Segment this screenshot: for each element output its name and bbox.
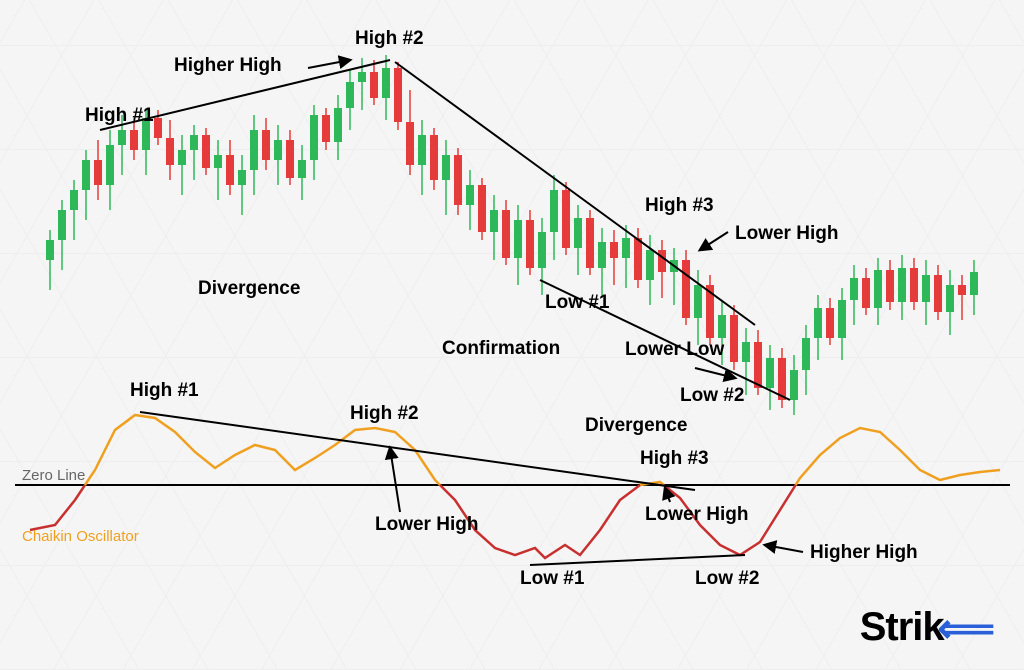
label-lower-high: Lower High (735, 223, 838, 245)
label-low-2: Low #2 (680, 385, 744, 407)
label-zero-line: Zero Line (22, 467, 85, 484)
logo-text-k: k (922, 605, 943, 650)
label-high-3: High #3 (645, 195, 714, 217)
label-osc-lower_high-2: Lower High (645, 505, 748, 526)
brand-logo: Strik⟸ (860, 605, 994, 652)
chart-canvas (0, 0, 1024, 670)
label-lower-low: Lower Low (625, 340, 724, 361)
label-higher-high: Higher High (174, 55, 282, 77)
label-osc-high-3: High #3 (640, 448, 709, 470)
label-divergence-top: Divergence (198, 278, 300, 300)
label-high-1: High #1 (85, 105, 154, 127)
label-osc-low-1: Low #1 (520, 568, 584, 590)
label-high-2: High #2 (355, 28, 424, 50)
label-low-1: Low #1 (545, 292, 609, 314)
label-osc-high-1: High #1 (130, 380, 199, 402)
label-osc-higher-high: Higher High (810, 542, 918, 564)
oscillator-positive-line (85, 415, 1000, 485)
label-divergence-bottom: Divergence (585, 415, 687, 437)
label-chaikin: Chaikin Oscillator (22, 528, 139, 545)
label-osc-high-2: High #2 (350, 403, 419, 425)
logo-text-part: Stri (860, 605, 923, 649)
label-osc-lower-high-1: Lower High (375, 515, 478, 536)
label-osc-low-2: Low #2 (695, 568, 759, 590)
logo-arrow-icon: ⟸ (938, 607, 994, 651)
label-confirmation: Confirmation (442, 338, 560, 360)
